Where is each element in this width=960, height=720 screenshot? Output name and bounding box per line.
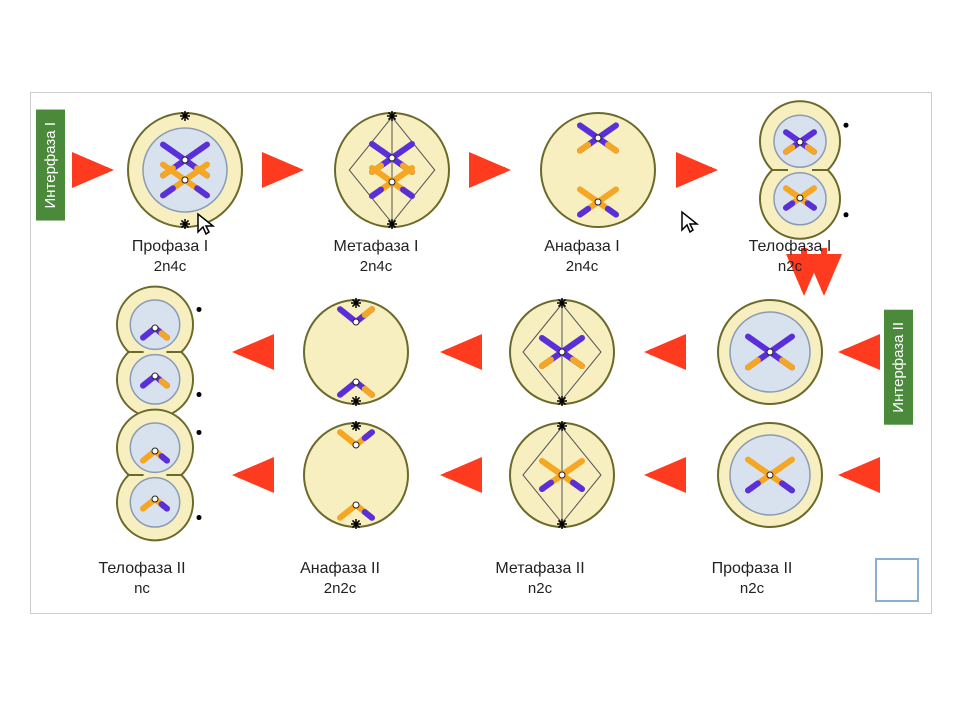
label-prophase-1: Профаза I2n4c — [100, 238, 240, 275]
prophase-1-cell — [128, 113, 242, 227]
label-telophase-2: Телофаза IInc — [72, 560, 212, 597]
label-anaphase-2: Анафаза II2n2c — [270, 560, 410, 597]
label-metaphase-1: Метафаза I2n4c — [306, 238, 446, 275]
label-anaphase-1: Анафаза I2n4c — [512, 238, 652, 275]
telophase-2-cell-b — [117, 410, 202, 541]
anaphase-2-cell-b — [304, 423, 408, 527]
vlabel-interphase-2: Интерфаза II — [884, 310, 913, 425]
telophase-1-cell — [760, 101, 849, 239]
telophase-2-cell-a — [117, 287, 202, 418]
anaphase-1-cell — [541, 113, 655, 227]
label-prophase-2: Профаза IIn2c — [682, 560, 822, 597]
anaphase-2-cell-a — [304, 300, 408, 404]
label-telophase-1: Телофаза In2c — [720, 238, 860, 275]
label-metaphase-2: Метафаза IIn2c — [470, 560, 610, 597]
vlabel-interphase-1: Интерфаза I — [36, 110, 65, 221]
corner-box — [875, 558, 919, 602]
diagram-svg — [0, 0, 960, 720]
